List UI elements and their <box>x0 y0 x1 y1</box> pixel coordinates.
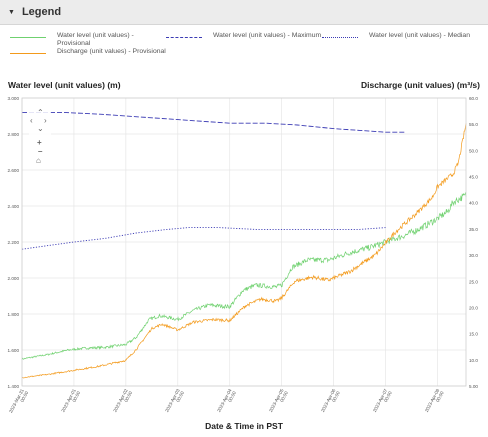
y-left-tick-label: 2.600 <box>8 168 20 173</box>
left-axis-title: Water level (unit values) (m) <box>8 80 121 90</box>
legend-toggle[interactable]: ▼ Legend <box>8 5 61 19</box>
legend-title: Legend <box>21 6 62 18</box>
y-left-tick-label: 2.800 <box>8 132 20 137</box>
y-left-tick-label: 1.400 <box>8 384 20 389</box>
pan-right-icon[interactable]: › <box>44 116 47 125</box>
legend-item-water-level-median: Water level (unit values) - Median <box>322 32 488 40</box>
series-lines <box>21 111 467 379</box>
x-tick-time: 00:00 <box>383 390 393 403</box>
pan-left-icon[interactable]: ‹ <box>30 116 33 125</box>
x-tick-time: 00:00 <box>435 390 445 403</box>
y-right-tick-label: 30.0 <box>469 253 478 258</box>
x-tick-time: 00:00 <box>331 390 341 403</box>
zoom-out-icon[interactable]: – <box>38 147 43 156</box>
y-left-tick-label: 3.000 <box>8 96 20 101</box>
caret-down-icon: ▼ <box>8 8 15 16</box>
y-right-tick-label: 50.0 <box>469 148 478 153</box>
legend-swatch-dashed-blue <box>166 37 202 38</box>
axis-ticks: 1.400 1.600 1.800 2.000 2.200 2.400 2.600 2.800… <box>8 96 479 414</box>
y-right-tick-label: 20.0 <box>469 305 478 310</box>
zoom-in-icon[interactable]: + <box>37 138 42 147</box>
x-axis-title: Date & Time in PST <box>205 421 283 431</box>
x-tick-time: 00:00 <box>279 390 289 403</box>
x-tick-time: 00:00 <box>227 390 237 403</box>
y-left-tick-label: 1.600 <box>8 348 20 353</box>
y-right-tick-label: 60.0 <box>469 96 478 101</box>
pan-down-icon[interactable]: ⌄ <box>37 124 44 133</box>
legend-item-water-level-maximum: Water level (unit values) - Maximum <box>166 32 323 40</box>
series-line-water-level-unit-values-median <box>21 227 386 250</box>
x-tick-time: 00:00 <box>175 390 185 403</box>
series-line-water-level-unit-values-maximum <box>22 111 406 133</box>
right-axis-title: Discharge (unit values) (m³/s) <box>360 80 480 90</box>
series-line-discharge-unit-values-provisional <box>21 123 467 379</box>
legend-label: Water level (unit values) - Provisional <box>57 32 134 47</box>
y-right-tick-label: 25.0 <box>469 279 478 284</box>
y-left-tick-label: 1.800 <box>8 312 20 317</box>
y-right-tick-label: 5.00 <box>469 384 478 389</box>
legend-swatch-solid-orange <box>10 53 46 54</box>
y-left-tick-label: 2.200 <box>8 240 20 245</box>
series-line-water-level-unit-values-provisional <box>21 191 467 360</box>
home-reset-icon[interactable]: ⌂ <box>36 156 41 165</box>
y-right-tick-label: 10.0 <box>469 358 478 363</box>
plot-frame <box>21 97 467 387</box>
y-right-tick-label: 15.0 <box>469 332 478 337</box>
y-right-tick-label: 45.0 <box>469 175 478 180</box>
legend-label: Water level (unit values) - Median <box>369 32 470 39</box>
y-left-tick-label: 2.400 <box>8 204 20 209</box>
x-tick-time: 00:00 <box>71 390 81 403</box>
zoom-pan-controls: ⌃ ‹ › ⌄ + – ⌂ <box>29 106 51 168</box>
x-tick-time: 00:00 <box>123 390 133 403</box>
legend-swatch-dotted-blue <box>322 37 358 38</box>
legend-item-water-level-provisional: Water level (unit values) - Provisional <box>10 32 167 48</box>
legend-label: Discharge (unit values) - Provisional <box>57 48 166 55</box>
legend-header-bar: ▼ Legend <box>0 0 488 25</box>
y-right-tick-label: 55.0 <box>469 122 478 127</box>
pan-up-icon[interactable]: ⌃ <box>37 108 44 117</box>
y-left-tick-label: 2.000 <box>8 276 20 281</box>
legend-item-discharge-provisional: Discharge (unit values) - Provisional <box>10 48 167 56</box>
y-right-tick-label: 35.0 <box>469 227 478 232</box>
legend-label: Water level (unit values) - Maximum <box>213 32 322 39</box>
x-tick-time: 00:00 <box>19 390 29 403</box>
grid-lines <box>21 97 466 387</box>
y-right-tick-label: 40.0 <box>469 201 478 206</box>
legend-swatch-solid-green <box>10 37 46 38</box>
